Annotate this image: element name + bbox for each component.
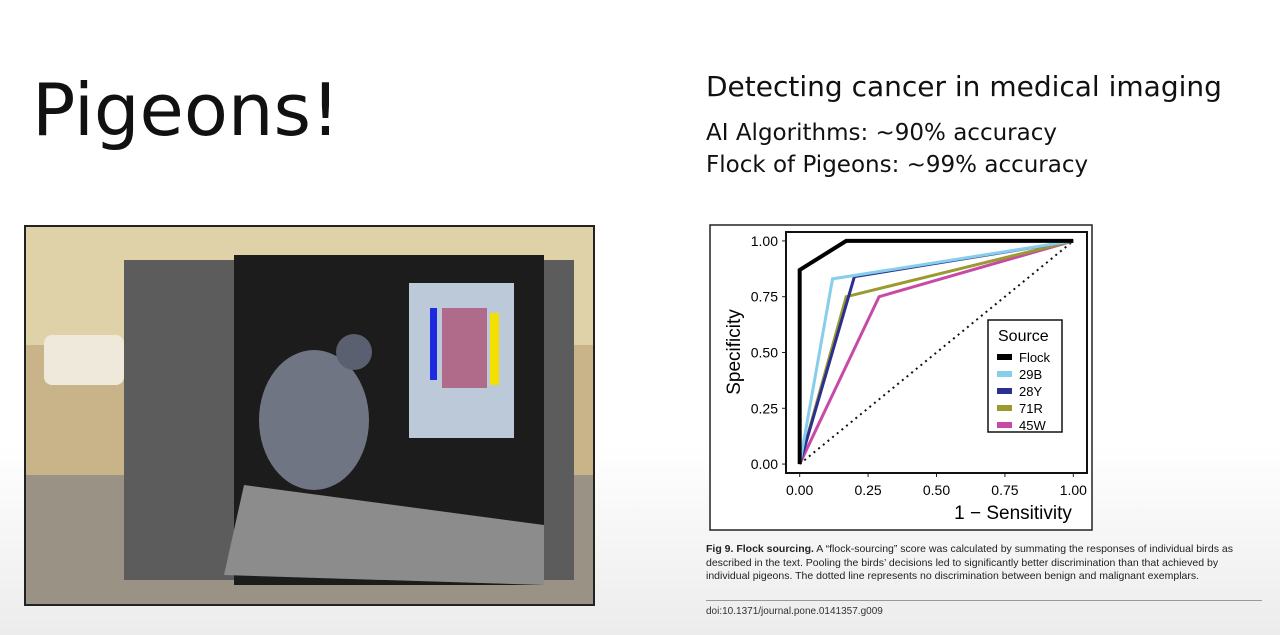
y-tick-label: 0.25 [751, 400, 778, 416]
legend-label: 71R [1019, 401, 1043, 416]
x-tick-label: 0.25 [854, 482, 881, 498]
legend-swatch [997, 354, 1012, 360]
photo [24, 225, 595, 606]
series-line [798, 239, 1074, 465]
legend-label: 45W [1019, 418, 1046, 433]
y-axis-label: Specificity [724, 309, 745, 395]
bullet: AI Algorithms: ~90% accuracy [706, 120, 1057, 146]
legend-label: 29B [1019, 367, 1042, 382]
series-line [798, 239, 1074, 465]
rule [706, 600, 1262, 601]
x-axis-label: 1 − Sensitivity [954, 503, 1072, 524]
y-tick-label: 0.00 [751, 456, 778, 472]
heading: Detecting cancer in medical imaging [706, 70, 1222, 103]
plot-border [785, 231, 1088, 474]
legend-swatch [997, 422, 1012, 428]
caption: Fig 9. Flock sourcing. A “flock-sourcing… [706, 543, 1256, 584]
legend-swatch [997, 405, 1012, 411]
y-tick-label: 0.50 [751, 345, 778, 361]
caption-text: A “flock-sourcing” score was calculated … [706, 543, 1233, 582]
y-tick-label: 0.75 [751, 289, 778, 305]
chance-line [799, 240, 1074, 465]
bullet: Flock of Pigeons: ~99% accuracy [706, 152, 1089, 178]
x-tick-label: 0.50 [923, 482, 950, 498]
caption-label: Fig 9. Flock sourcing. [706, 543, 814, 555]
slide-title: Pigeons! [32, 68, 340, 152]
y-tick-label: 1.00 [751, 233, 778, 249]
doi: doi:10.1371/journal.pone.0141357.g009 [706, 606, 883, 617]
legend-swatch [997, 371, 1012, 377]
x-tick-label: 0.75 [991, 482, 1018, 498]
series-line [797, 238, 1074, 465]
legend-title: Source [998, 328, 1049, 345]
legend-label: 28Y [1019, 384, 1042, 399]
legend-swatch [997, 388, 1012, 394]
x-tick-label: 1.00 [1060, 482, 1087, 498]
legend-label: Flock [1019, 350, 1051, 365]
x-tick-label: 0.00 [786, 482, 813, 498]
